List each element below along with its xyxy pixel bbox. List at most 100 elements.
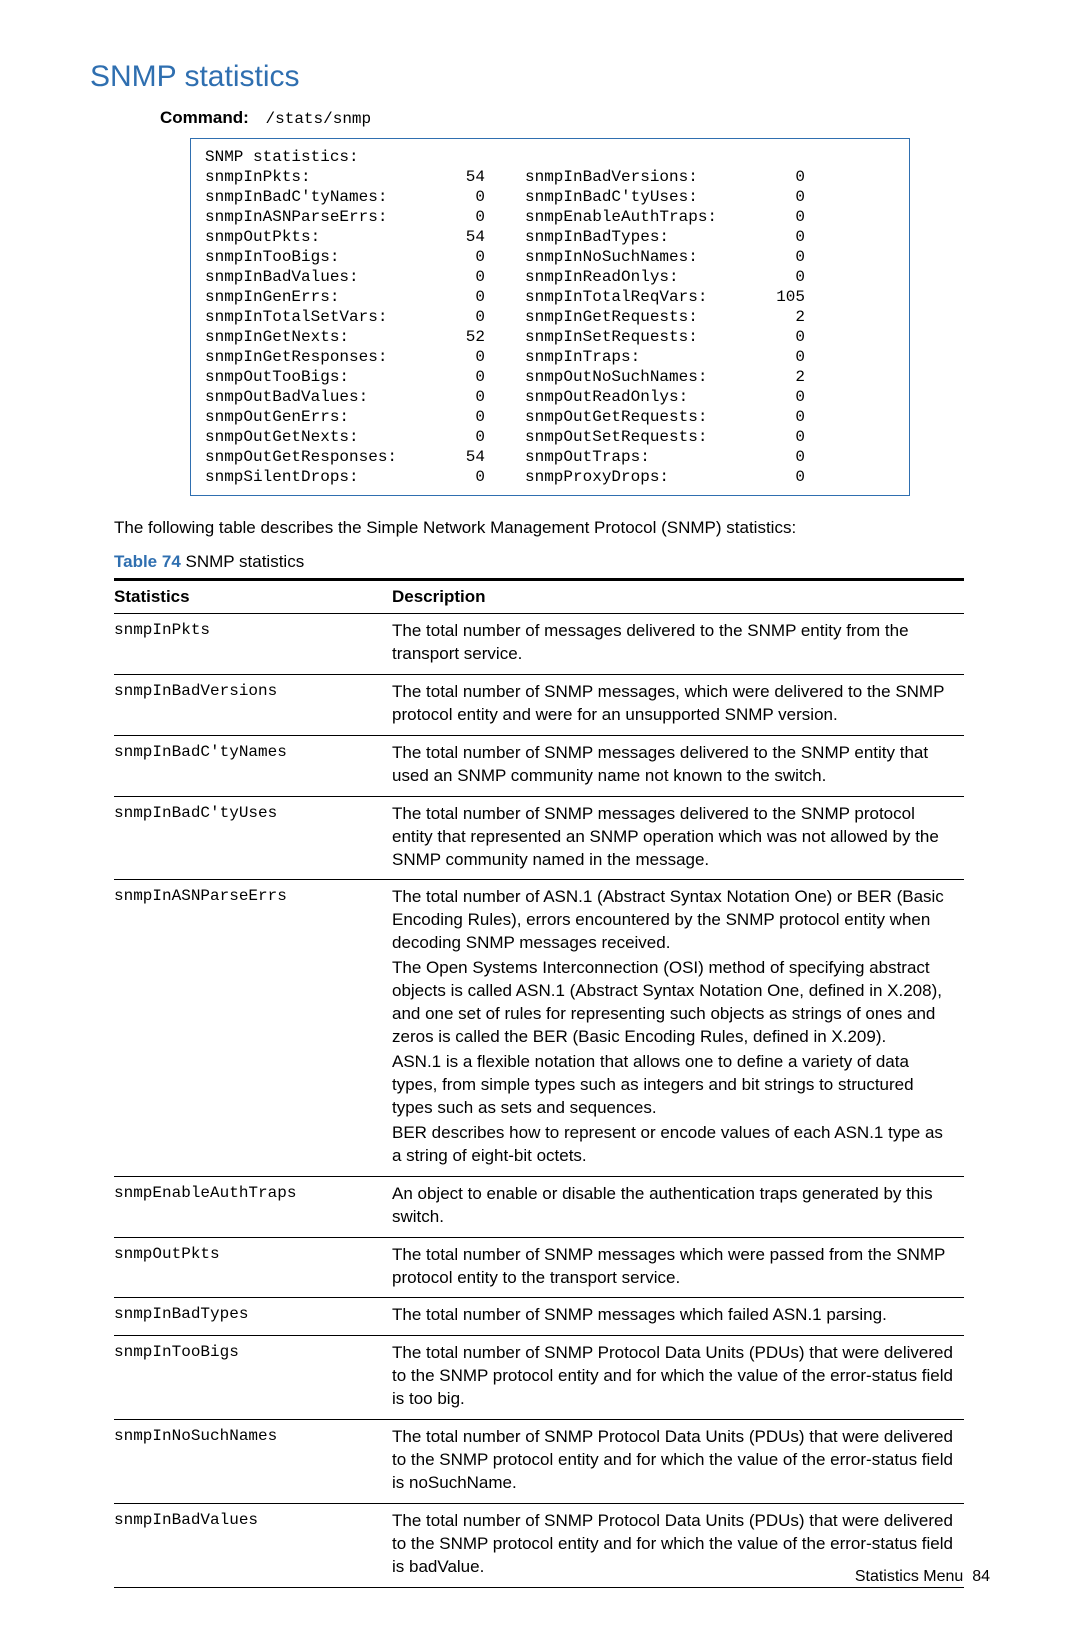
stat-value: 0 (425, 387, 485, 407)
stat-value: 0 (745, 387, 805, 407)
table-row: snmpInBadC'tyUsesThe total number of SNM… (114, 796, 964, 880)
intro-text: The following table describes the Simple… (114, 518, 990, 538)
stat-value: 0 (425, 347, 485, 367)
stat-label: snmpInTotalSetVars: (205, 307, 425, 327)
table-row: snmpEnableAuthTrapsAn object to enable o… (114, 1176, 964, 1237)
table-row: snmpInBadValuesThe total number of SNMP … (114, 1504, 964, 1588)
stat-value: 0 (745, 267, 805, 287)
desc-cell: The total number of ASN.1 (Abstract Synt… (392, 880, 964, 1176)
page-footer: Statistics Menu 84 (855, 1568, 990, 1586)
desc-paragraph: The total number of SNMP messages delive… (392, 803, 956, 872)
desc-cell: The total number of SNMP messages which … (392, 1237, 964, 1298)
table-caption: Table 74 SNMP statistics (114, 552, 990, 572)
stat-value: 0 (425, 307, 485, 327)
stat-label: snmpOutGetResponses: (205, 447, 425, 467)
stat-label: snmpInASNParseErrs: (205, 207, 425, 227)
desc-paragraph: The total number of SNMP messages which … (392, 1304, 956, 1327)
stat-label: snmpInPkts: (205, 167, 425, 187)
stat-value: 0 (425, 207, 485, 227)
stat-value: 0 (425, 187, 485, 207)
table-row: snmpInBadVersionsThe total number of SNM… (114, 674, 964, 735)
stat-cell: snmpInPkts (114, 614, 392, 675)
snmp-stats-box: SNMP statistics: snmpInPkts:54snmpInBadV… (190, 138, 910, 496)
stat-label: snmpInGenErrs: (205, 287, 425, 307)
desc-cell: The total number of messages delivered t… (392, 614, 964, 675)
stat-value: 0 (425, 467, 485, 487)
desc-cell: The total number of SNMP Protocol Data U… (392, 1336, 964, 1420)
table-row: snmpInBadTypesThe total number of SNMP m… (114, 1298, 964, 1336)
desc-paragraph: The total number of SNMP messages delive… (392, 742, 956, 788)
table-row: snmpOutPktsThe total number of SNMP mess… (114, 1237, 964, 1298)
stat-cell: snmpInBadC'tyUses (114, 796, 392, 880)
stats-heading: SNMP statistics: (205, 147, 895, 167)
desc-paragraph: BER describes how to represent or encode… (392, 1122, 956, 1168)
desc-paragraph: The total number of ASN.1 (Abstract Synt… (392, 886, 956, 955)
stat-label: snmpOutSetRequests: (525, 427, 745, 447)
desc-paragraph: The total number of SNMP messages, which… (392, 681, 956, 727)
stat-value: 105 (745, 287, 805, 307)
stat-value: 0 (425, 287, 485, 307)
stat-value: 0 (425, 367, 485, 387)
command-path: /stats/snmp (266, 110, 372, 128)
stat-label: snmpOutBadValues: (205, 387, 425, 407)
table-row: snmpInNoSuchNamesThe total number of SNM… (114, 1420, 964, 1504)
stat-value: 0 (745, 447, 805, 467)
stat-label: snmpEnableAuthTraps: (525, 207, 745, 227)
stat-cell: snmpInTooBigs (114, 1336, 392, 1420)
desc-cell: The total number of SNMP Protocol Data U… (392, 1420, 964, 1504)
table-caption-label: Table 74 (114, 552, 181, 571)
stat-cell: snmpInBadTypes (114, 1298, 392, 1336)
stat-value: 0 (745, 207, 805, 227)
desc-paragraph: ASN.1 is a flexible notation that allows… (392, 1051, 956, 1120)
stat-value: 2 (745, 307, 805, 327)
stat-label: snmpOutPkts: (205, 227, 425, 247)
stat-label: snmpOutTraps: (525, 447, 745, 467)
desc-paragraph: The Open Systems Interconnection (OSI) m… (392, 957, 956, 1049)
stat-label: snmpOutNoSuchNames: (525, 367, 745, 387)
stat-value: 52 (425, 327, 485, 347)
desc-cell: The total number of SNMP messages delive… (392, 735, 964, 796)
table-caption-text: SNMP statistics (181, 552, 304, 571)
stat-value: 0 (745, 427, 805, 447)
stat-label: snmpInBadC'tyUses: (525, 187, 745, 207)
snmp-desc-table: Statistics Description snmpInPktsThe tot… (114, 578, 964, 1588)
stat-value: 0 (425, 427, 485, 447)
stat-cell: snmpInASNParseErrs (114, 880, 392, 1176)
stat-value: 0 (425, 407, 485, 427)
table-row: snmpInTooBigsThe total number of SNMP Pr… (114, 1336, 964, 1420)
stat-label: snmpInBadC'tyNames: (205, 187, 425, 207)
stat-value: 0 (745, 467, 805, 487)
footer-page: 84 (972, 1568, 990, 1585)
stat-value: 0 (745, 407, 805, 427)
stat-value: 54 (425, 447, 485, 467)
desc-paragraph: The total number of SNMP Protocol Data U… (392, 1426, 956, 1495)
stat-label: snmpInReadOnlys: (525, 267, 745, 287)
stat-value: 0 (745, 327, 805, 347)
stat-value: 0 (745, 247, 805, 267)
stat-value: 0 (745, 347, 805, 367)
stat-cell: snmpInBadValues (114, 1504, 392, 1588)
page: SNMP statistics Command: /stats/snmp SNM… (0, 0, 1080, 1628)
stat-value: 0 (745, 227, 805, 247)
stat-cell: snmpInBadVersions (114, 674, 392, 735)
stat-cell: snmpInBadC'tyNames (114, 735, 392, 796)
table-row: snmpInPktsThe total number of messages d… (114, 614, 964, 675)
desc-cell: The total number of SNMP messages, which… (392, 674, 964, 735)
stat-label: snmpInGetRequests: (525, 307, 745, 327)
stat-label: snmpOutGetRequests: (525, 407, 745, 427)
stat-value: 0 (425, 247, 485, 267)
stat-value: 54 (425, 167, 485, 187)
stat-label: snmpInGetResponses: (205, 347, 425, 367)
col-header-statistics: Statistics (114, 580, 392, 614)
desc-paragraph: The total number of messages delivered t… (392, 620, 956, 666)
page-title: SNMP statistics (90, 60, 990, 94)
stat-value: 0 (745, 187, 805, 207)
stat-label: snmpInBadValues: (205, 267, 425, 287)
stat-label: snmpOutReadOnlys: (525, 387, 745, 407)
stat-value: 54 (425, 227, 485, 247)
stat-label: snmpOutGetNexts: (205, 427, 425, 447)
stat-label: snmpOutTooBigs: (205, 367, 425, 387)
stat-label: snmpInSetRequests: (525, 327, 745, 347)
stat-cell: snmpOutPkts (114, 1237, 392, 1298)
command-label: Command: (160, 108, 249, 127)
